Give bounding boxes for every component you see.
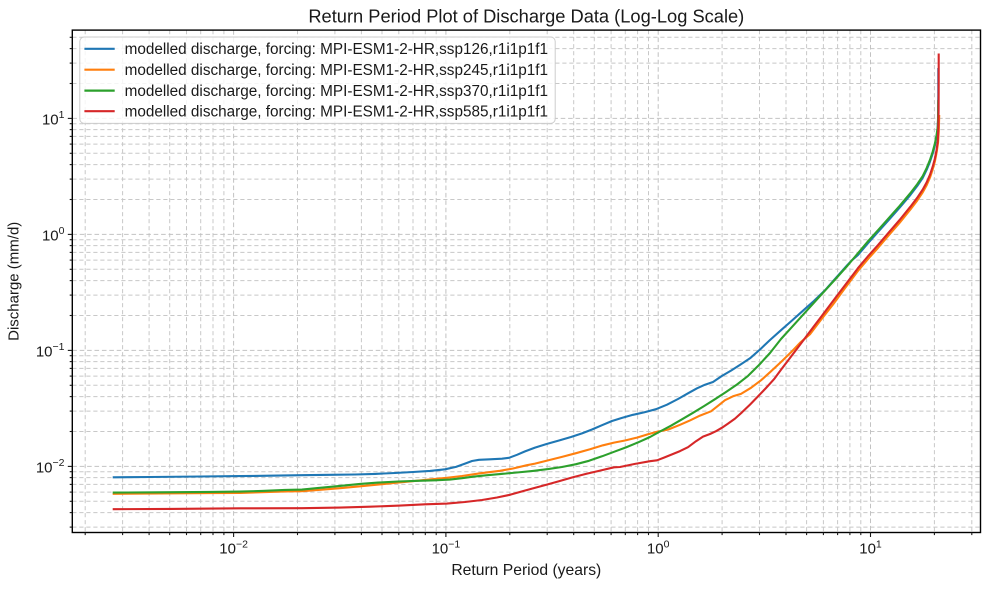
svg-text:modelled discharge, forcing: M: modelled discharge, forcing: MPI-ESM1-2-… (125, 83, 548, 100)
svg-text:modelled discharge, forcing: M: modelled discharge, forcing: MPI-ESM1-2-… (125, 62, 548, 79)
svg-text:Discharge (mm/d): Discharge (mm/d) (6, 222, 23, 341)
svg-text:modelled discharge, forcing: M: modelled discharge, forcing: MPI-ESM1-2-… (125, 104, 548, 121)
svg-text:modelled discharge, forcing: M: modelled discharge, forcing: MPI-ESM1-2-… (125, 41, 548, 58)
svg-text:Return Period Plot of Discharg: Return Period Plot of Discharge Data (Lo… (308, 6, 744, 27)
svg-text:Return Period (years): Return Period (years) (451, 562, 601, 579)
